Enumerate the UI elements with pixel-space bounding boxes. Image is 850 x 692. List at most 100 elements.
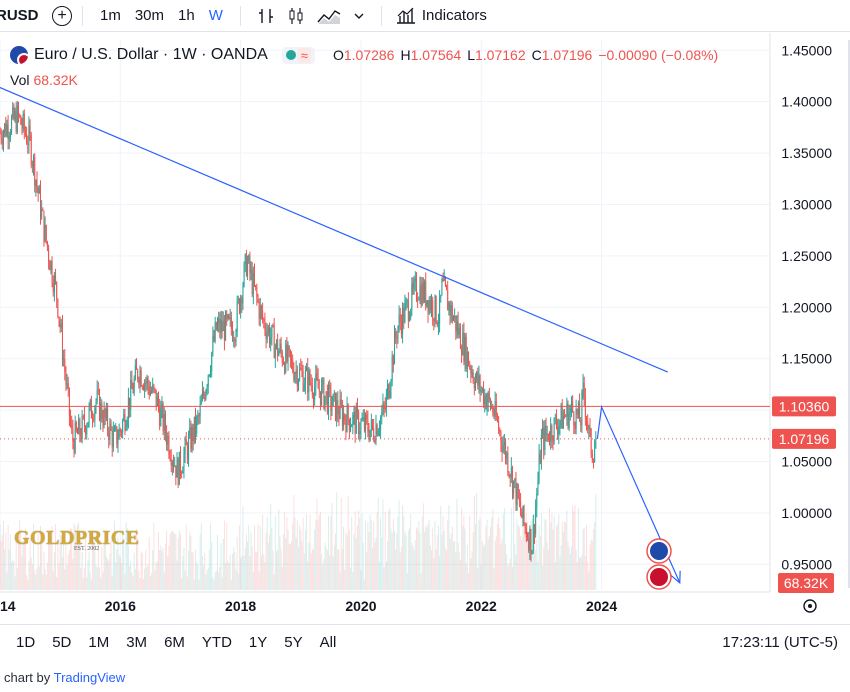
range-1d[interactable]: 1D bbox=[16, 634, 36, 651]
candle-body bbox=[567, 403, 569, 428]
interval-30m[interactable]: 30m bbox=[134, 7, 165, 24]
candle-body bbox=[105, 408, 107, 418]
range-5d[interactable]: 5D bbox=[52, 634, 72, 651]
indicators-button[interactable]: Indicators bbox=[396, 7, 487, 25]
volume-bar bbox=[211, 542, 213, 590]
candle-body bbox=[26, 134, 28, 144]
candle-body bbox=[148, 386, 150, 396]
candle-body bbox=[318, 388, 320, 392]
candle-body bbox=[365, 414, 367, 430]
bar-style-icon[interactable] bbox=[257, 7, 275, 25]
candle-body bbox=[343, 414, 345, 426]
volume-bar bbox=[328, 515, 330, 590]
candle-body bbox=[195, 416, 197, 434]
candle-body bbox=[510, 467, 512, 478]
candle-body bbox=[397, 326, 399, 339]
candle-body bbox=[359, 431, 361, 435]
volume-bar bbox=[399, 552, 401, 590]
candle-body bbox=[479, 375, 481, 392]
candle-body bbox=[74, 422, 76, 453]
range-5y[interactable]: 5Y bbox=[284, 634, 303, 651]
candle-body bbox=[529, 529, 531, 551]
volume-bar bbox=[344, 569, 346, 590]
candle-body bbox=[258, 301, 260, 320]
volume-bar bbox=[322, 564, 324, 590]
candle-body bbox=[116, 426, 118, 445]
y-tick-label: 0.95000 bbox=[781, 556, 832, 572]
candle-body bbox=[31, 164, 33, 166]
candle-body bbox=[544, 425, 546, 450]
candle-body bbox=[129, 397, 131, 410]
candle-body bbox=[103, 408, 105, 426]
range-6m[interactable]: 6M bbox=[164, 634, 185, 651]
volume-bar bbox=[192, 552, 194, 590]
candle-body bbox=[42, 209, 44, 211]
range-3m[interactable]: 3M bbox=[126, 634, 148, 651]
volume-bar bbox=[580, 557, 582, 590]
volume-bar bbox=[378, 561, 380, 590]
volume-bar bbox=[178, 530, 180, 590]
candle-body bbox=[177, 458, 179, 485]
settings-gear-icon[interactable] bbox=[803, 599, 817, 613]
candle-body bbox=[329, 385, 331, 389]
volume-bar bbox=[115, 561, 117, 590]
volume-bar bbox=[124, 574, 126, 590]
add-symbol-icon[interactable]: + bbox=[52, 5, 72, 26]
symbol-name[interactable]: RUSD bbox=[0, 7, 39, 24]
candle-body bbox=[108, 430, 110, 440]
market-status-badge[interactable]: ≈ bbox=[281, 46, 315, 64]
candle-body bbox=[381, 412, 383, 418]
volume-bar bbox=[321, 554, 323, 590]
volume-bar bbox=[14, 576, 16, 590]
candle-body bbox=[260, 305, 262, 311]
volume-bar bbox=[488, 535, 490, 590]
candle-body bbox=[48, 247, 50, 262]
volume-bar bbox=[558, 514, 560, 590]
candle-body bbox=[51, 261, 53, 283]
interval-weekly[interactable]: W bbox=[208, 7, 223, 24]
candle-body bbox=[189, 427, 191, 437]
candle-body bbox=[390, 381, 392, 391]
interval-1m[interactable]: 1m bbox=[100, 7, 121, 24]
interval-1h[interactable]: 1h bbox=[178, 7, 195, 24]
range-all[interactable]: All bbox=[319, 634, 337, 651]
candle-body bbox=[109, 423, 111, 440]
timezone-clock[interactable]: 17:23:11 (UTC-5) bbox=[722, 634, 838, 651]
candle-body bbox=[8, 136, 10, 140]
open-value: 1.07286 bbox=[343, 47, 395, 63]
volume-bar bbox=[114, 520, 116, 590]
tradingview-link[interactable]: TradingView bbox=[53, 670, 126, 685]
candle-body bbox=[450, 305, 452, 316]
candle-body bbox=[122, 420, 124, 433]
candle-body bbox=[458, 327, 460, 335]
volume-bar bbox=[297, 547, 299, 590]
volume-bar bbox=[359, 518, 361, 590]
chart-area[interactable]: 0.950001.000001.050001.100001.150001.200… bbox=[0, 33, 850, 620]
volume-bar bbox=[468, 572, 470, 590]
chevron-down-icon[interactable] bbox=[353, 10, 365, 22]
candles-style-icon[interactable] bbox=[287, 7, 305, 25]
volume-bar bbox=[70, 528, 72, 590]
candle-body bbox=[270, 337, 272, 344]
candle-body bbox=[196, 416, 198, 434]
range-1y[interactable]: 1Y bbox=[248, 634, 268, 651]
candle-body bbox=[557, 426, 559, 435]
range-ytd[interactable]: YTD bbox=[201, 634, 232, 651]
volume-bar bbox=[201, 556, 203, 590]
volume-bar bbox=[573, 510, 575, 590]
candle-body bbox=[398, 315, 400, 327]
area-style-icon[interactable] bbox=[317, 7, 341, 25]
volume-bar bbox=[35, 574, 37, 590]
range-1m[interactable]: 1M bbox=[88, 634, 110, 651]
candle-body bbox=[192, 427, 194, 442]
volume-bar bbox=[86, 577, 88, 590]
candle-body bbox=[383, 403, 385, 408]
volume-bar bbox=[151, 573, 153, 590]
candle-body bbox=[266, 331, 268, 339]
candle-body bbox=[127, 397, 129, 420]
candle-body bbox=[34, 156, 36, 187]
candle-body bbox=[244, 254, 246, 264]
price-chart[interactable]: 0.950001.000001.050001.100001.150001.200… bbox=[0, 33, 850, 620]
volume-bar bbox=[544, 519, 546, 590]
candle-body bbox=[429, 300, 431, 311]
